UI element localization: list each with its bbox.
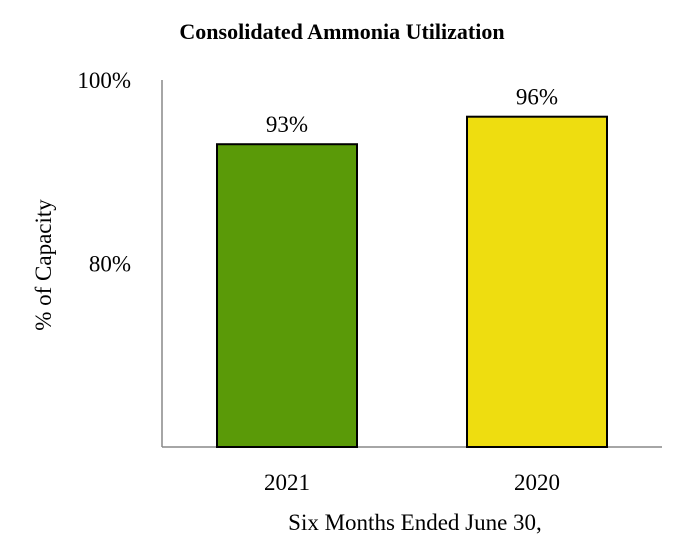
y-tick-label-80: 80%	[89, 252, 131, 277]
x-axis-label: Six Months Ended June 30,	[288, 510, 542, 535]
value-labels-group: 93% 96%	[266, 85, 558, 138]
y-axis-label: % of Capacity	[31, 199, 56, 331]
x-ticks-group: 2021 2020	[264, 470, 560, 495]
bar-2020	[466, 115, 608, 448]
y-ticks-group: 80% 100%	[77, 68, 131, 277]
bars-group	[216, 115, 608, 448]
x-tick-label-2021: 2021	[264, 470, 310, 495]
x-tick-label-2020: 2020	[514, 470, 560, 495]
chart-title: Consolidated Ammonia Utilization	[179, 19, 504, 44]
bar-2021	[216, 143, 358, 448]
data-label-2021: 93%	[266, 112, 308, 137]
y-tick-label-100: 100%	[77, 68, 131, 93]
data-label-2020: 96%	[516, 85, 558, 110]
